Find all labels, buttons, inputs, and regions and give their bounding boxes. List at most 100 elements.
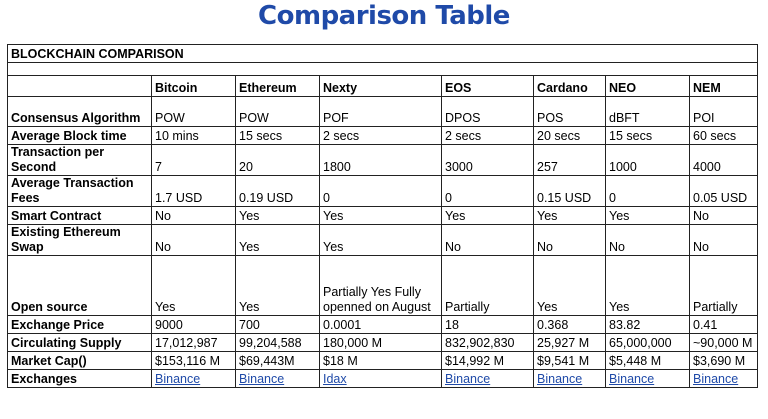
blank-row	[6, 62, 759, 76]
row-header-average-transaction-fees: Average Transaction Fees	[7, 175, 152, 207]
table-cell: Yes	[235, 224, 320, 256]
table-cell: Partially	[688, 255, 759, 316]
exchange-link[interactable]: Binance	[609, 372, 655, 386]
table-cell: $14,992 M	[441, 351, 534, 370]
table-cell: $9,541 M	[533, 351, 606, 370]
table-cell: Yes	[605, 206, 690, 225]
table-cell: 7	[151, 144, 236, 176]
table-cell: 0.368	[533, 315, 606, 334]
row-header-transaction-per-second: Transaction per Second	[7, 144, 152, 176]
exchange-link[interactable]: Binance	[445, 372, 491, 386]
column-header-nexty: Nexty	[319, 75, 442, 97]
table-cell: 2 secs	[319, 126, 442, 145]
table-cell: Binance	[151, 369, 236, 388]
table-cell: Binance	[605, 369, 690, 388]
table-row: Market Cap() $153,116 M $69,443M $18 M $14,9…	[7, 351, 759, 370]
table-cell: 1.7 USD	[151, 175, 236, 207]
table-cell: 18	[441, 315, 534, 334]
table-cell: Binance	[441, 369, 534, 388]
header-row: Bitcoin Ethereum Nexty EOS Cardano NEO N…	[7, 75, 759, 97]
row-header-open-source: Open source	[7, 255, 152, 316]
table-row: Consensus Algorithm POW POW POF DPOS POS dBFT P…	[7, 96, 759, 127]
table-cell: 0.05 USD	[688, 175, 759, 207]
table-cell: 15 secs	[605, 126, 690, 145]
column-header-neo: NEO	[605, 75, 690, 97]
table-row: Exchange Price 9000 700 0.0001 18 0.368 83.82 0…	[7, 315, 759, 334]
table-cell: Binance	[688, 369, 759, 388]
row-header-market-cap: Market Cap()	[7, 351, 152, 370]
table-cell: $18 M	[319, 351, 442, 370]
row-header-exchange-price: Exchange Price	[7, 315, 152, 334]
table-cell: POW	[151, 96, 236, 127]
table-row: Average Block time 10 mins 15 secs 2 secs 2 …	[7, 126, 759, 145]
corner-cell	[7, 75, 152, 97]
table-cell: 832,902,830	[441, 333, 534, 352]
table-cell: 9000	[151, 315, 236, 334]
table-cell: Yes	[235, 206, 320, 225]
row-header-existing-ethereum-swap: Existing Ethereum Swap	[7, 224, 152, 256]
table-cell: POW	[235, 96, 320, 127]
table-cell: ~90,000 M	[688, 333, 759, 352]
table-cell: $153,116 M	[151, 351, 236, 370]
exchange-link[interactable]: Binance	[239, 372, 285, 386]
table-cell: $5,448 M	[605, 351, 690, 370]
table-cell: 0	[441, 175, 534, 207]
exchange-link[interactable]: Binance	[537, 372, 583, 386]
table-cell: $3,690 M	[688, 351, 759, 370]
table-cell: No	[688, 224, 759, 256]
table-cell: Yes	[151, 255, 236, 316]
table-cell: 0.0001	[319, 315, 442, 334]
table-cell: 17,012,987	[151, 333, 236, 352]
table-cell: Yes	[533, 255, 606, 316]
table-cell: POS	[533, 96, 606, 127]
table-cell: No	[533, 224, 606, 256]
table-cell: Yes	[441, 206, 534, 225]
table-cell: Binance	[533, 369, 606, 388]
table-cell: Yes	[605, 255, 690, 316]
exchange-link[interactable]: Binance	[693, 372, 739, 386]
table-cell: Yes	[319, 206, 442, 225]
column-header-bitcoin: Bitcoin	[151, 75, 236, 97]
exchange-link[interactable]: Idax	[323, 372, 347, 386]
table-cell: 1800	[319, 144, 442, 176]
table-cell: 99,204,588	[235, 333, 320, 352]
table-cell: 10 mins	[151, 126, 236, 145]
table-cell: 2 secs	[441, 126, 534, 145]
table-cell: 20	[235, 144, 320, 176]
column-header-nem: NEM	[688, 75, 759, 97]
page-title: Comparison Table	[258, 1, 510, 31]
comparison-table: BLOCKCHAIN COMPARISON Bitcoin Ethereum N…	[6, 44, 759, 388]
table-cell: 25,927 M	[533, 333, 606, 352]
table-row: Existing Ethereum Swap No Yes Yes No No No No	[7, 224, 759, 256]
column-header-ethereum: Ethereum	[235, 75, 320, 97]
table-cell: Yes	[533, 206, 606, 225]
row-header-circulating-supply: Circulating Supply	[7, 333, 152, 352]
table-cell: 15 secs	[235, 126, 320, 145]
row-header-consensus-algorithm: Consensus Algorithm	[7, 96, 152, 127]
table-cell: POF	[319, 96, 442, 127]
table-cell: 4000	[688, 144, 759, 176]
table-cell: No	[605, 224, 690, 256]
table-cell: Partially	[441, 255, 534, 316]
table-row: Transaction per Second 7 20 1800 3000 257 1000…	[7, 144, 759, 176]
table-cell: 1000	[605, 144, 690, 176]
table-cell: 0.41	[688, 315, 759, 334]
table-cell: dBFT	[605, 96, 690, 127]
table-cell: Partially Yes Fully openned on August	[319, 255, 442, 316]
table-cell: 700	[235, 315, 320, 334]
table-cell: 0	[605, 175, 690, 207]
table-row: Smart Contract No Yes Yes Yes Yes Yes No	[7, 206, 759, 225]
table-cell: 3000	[441, 144, 534, 176]
table-row: Average Transaction Fees 1.7 USD 0.19 USD 0…	[7, 175, 759, 207]
table-cell: $69,443M	[235, 351, 320, 370]
table-caption: BLOCKCHAIN COMPARISON	[6, 44, 759, 63]
table-row: Exchanges Binance Binance Idax Binance Binanc…	[7, 369, 759, 388]
table-cell: 180,000 M	[319, 333, 442, 352]
table-cell: DPOS	[441, 96, 534, 127]
table-cell: Yes	[319, 224, 442, 256]
table-cell: Binance	[235, 369, 320, 388]
table-cell: 65,000,000	[605, 333, 690, 352]
exchange-link[interactable]: Binance	[155, 372, 201, 386]
table-row: Circulating Supply 17,012,987 99,204,588 18…	[7, 333, 759, 352]
row-header-average-block-time: Average Block time	[7, 126, 152, 145]
